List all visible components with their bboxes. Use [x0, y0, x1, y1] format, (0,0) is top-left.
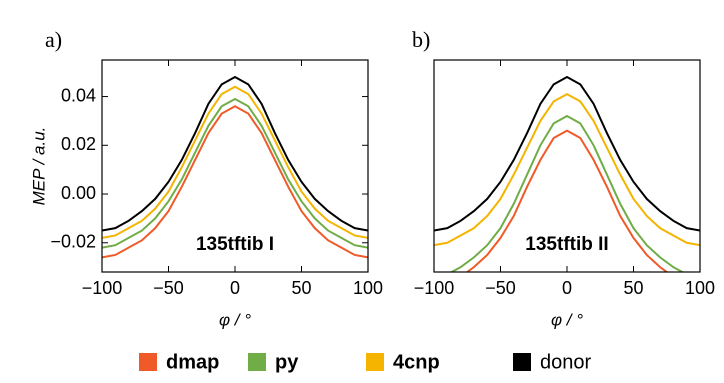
series-line — [102, 75, 368, 232]
annotation: 135tftib II — [525, 234, 608, 255]
x-axis-label: φ / ° — [219, 310, 251, 329]
legend-swatch — [366, 353, 384, 371]
series-line — [102, 85, 368, 239]
legend-label: donor — [540, 351, 591, 373]
legend-swatch — [248, 353, 266, 371]
annotation: 135tftib I — [196, 234, 274, 255]
x-axis-label: φ / ° — [551, 310, 583, 329]
x-tick-label: 100 — [685, 278, 715, 298]
x-tick-label: 100 — [353, 278, 383, 298]
y-tick-label: 0.02 — [61, 134, 96, 154]
series-line — [102, 97, 368, 249]
legend-label: py — [275, 351, 299, 373]
series-line — [465, 129, 669, 272]
series-line — [102, 105, 368, 259]
legend-label: dmap — [166, 351, 219, 373]
y-tick-label: 0.00 — [61, 183, 96, 203]
x-tick-label: −100 — [414, 278, 455, 298]
series-line — [449, 114, 685, 272]
panel-label: b) — [412, 27, 430, 52]
legend-label: 4cnp — [393, 351, 440, 373]
series-line — [434, 92, 700, 247]
y-tick-label: 0.04 — [61, 85, 96, 105]
x-tick-label: 0 — [230, 278, 240, 298]
x-tick-label: −100 — [82, 278, 123, 298]
series-line — [434, 75, 700, 232]
x-tick-label: 50 — [291, 278, 311, 298]
x-tick-label: 50 — [623, 278, 643, 298]
y-axis-label: MEP / a.u. — [29, 127, 48, 206]
legend-swatch — [513, 353, 531, 371]
y-tick-label: −0.02 — [50, 232, 96, 252]
panel-label: a) — [45, 27, 62, 52]
legend-swatch — [139, 353, 157, 371]
x-tick-label: 0 — [562, 278, 572, 298]
x-tick-label: −50 — [153, 278, 184, 298]
x-tick-label: −50 — [485, 278, 516, 298]
